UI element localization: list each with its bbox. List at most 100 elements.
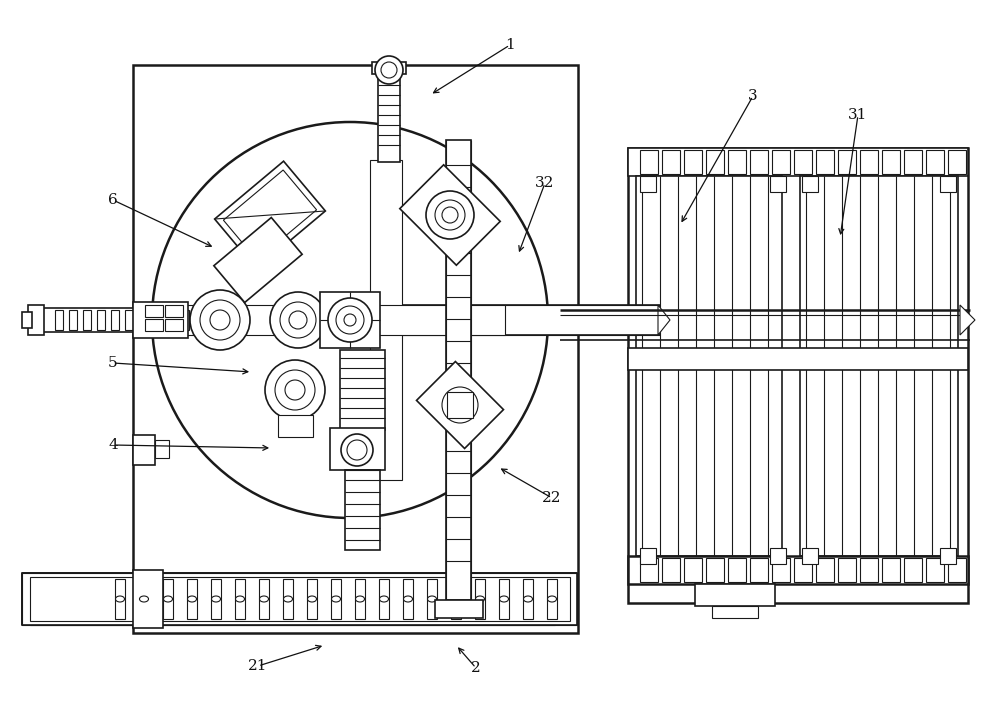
Text: 6: 6 xyxy=(108,193,118,207)
Ellipse shape xyxy=(116,596,124,602)
Ellipse shape xyxy=(188,596,196,602)
Bar xyxy=(636,176,782,556)
Bar xyxy=(155,440,169,458)
Circle shape xyxy=(336,306,364,334)
Circle shape xyxy=(265,360,325,420)
Bar xyxy=(283,579,293,619)
Ellipse shape xyxy=(332,596,340,602)
Bar xyxy=(355,579,365,619)
Text: 2: 2 xyxy=(471,661,481,675)
Bar xyxy=(139,579,149,619)
Bar xyxy=(320,292,380,348)
Bar xyxy=(350,305,660,335)
Bar xyxy=(640,548,656,564)
Bar xyxy=(547,579,557,619)
Ellipse shape xyxy=(164,596,173,602)
Bar xyxy=(940,548,956,564)
Text: 4: 4 xyxy=(108,438,118,452)
Bar xyxy=(211,579,221,619)
Bar xyxy=(133,435,155,465)
Polygon shape xyxy=(658,305,670,335)
Ellipse shape xyxy=(284,596,292,602)
Circle shape xyxy=(442,207,458,223)
Bar xyxy=(628,148,968,603)
Bar xyxy=(523,579,533,619)
Bar xyxy=(770,548,786,564)
Circle shape xyxy=(426,191,474,239)
Bar xyxy=(706,150,724,174)
Bar xyxy=(712,606,758,618)
Bar xyxy=(750,558,768,582)
Ellipse shape xyxy=(428,596,436,602)
Polygon shape xyxy=(215,161,325,269)
Bar xyxy=(750,150,768,174)
Ellipse shape xyxy=(236,596,244,602)
Bar xyxy=(794,558,812,582)
Bar xyxy=(770,176,786,192)
Polygon shape xyxy=(960,305,975,335)
Bar xyxy=(802,548,818,564)
Bar xyxy=(167,310,175,330)
Ellipse shape xyxy=(260,596,268,602)
Bar xyxy=(882,150,900,174)
Bar xyxy=(55,310,63,330)
Ellipse shape xyxy=(524,596,532,602)
Ellipse shape xyxy=(356,596,364,602)
Circle shape xyxy=(152,122,548,518)
Bar xyxy=(802,176,818,192)
Bar xyxy=(97,310,105,330)
Bar xyxy=(259,579,269,619)
Bar xyxy=(499,579,509,619)
Circle shape xyxy=(285,380,305,400)
Bar xyxy=(111,310,119,330)
Circle shape xyxy=(210,310,230,330)
Text: 32: 32 xyxy=(535,176,555,190)
Bar xyxy=(372,62,406,74)
Bar xyxy=(28,305,44,335)
Ellipse shape xyxy=(404,596,413,602)
Polygon shape xyxy=(214,217,302,302)
Bar xyxy=(22,312,32,328)
Text: 5: 5 xyxy=(108,356,118,370)
Bar xyxy=(948,558,966,582)
Bar xyxy=(115,579,125,619)
Bar xyxy=(706,558,724,582)
Bar xyxy=(278,415,313,437)
Bar xyxy=(794,150,812,174)
Ellipse shape xyxy=(308,596,316,602)
Circle shape xyxy=(328,298,372,342)
Bar xyxy=(69,310,77,330)
Bar xyxy=(446,140,471,600)
Bar xyxy=(926,150,944,174)
Bar xyxy=(728,150,746,174)
Bar xyxy=(427,579,437,619)
Bar xyxy=(684,558,702,582)
Bar xyxy=(640,176,656,192)
Bar xyxy=(235,579,245,619)
Bar xyxy=(882,558,900,582)
Bar xyxy=(904,558,922,582)
Bar xyxy=(340,350,385,430)
Circle shape xyxy=(280,302,316,338)
Bar xyxy=(662,558,680,582)
Ellipse shape xyxy=(452,596,460,602)
Bar xyxy=(926,558,944,582)
Bar xyxy=(145,319,163,331)
Circle shape xyxy=(442,387,478,423)
Circle shape xyxy=(375,56,403,84)
Bar xyxy=(378,67,400,162)
Polygon shape xyxy=(223,170,317,260)
Ellipse shape xyxy=(212,596,220,602)
Ellipse shape xyxy=(476,596,484,602)
Bar xyxy=(22,573,577,625)
Bar xyxy=(838,150,856,174)
Bar xyxy=(163,579,173,619)
Circle shape xyxy=(200,300,240,340)
Bar xyxy=(684,150,702,174)
Bar xyxy=(22,573,577,625)
Bar xyxy=(330,428,385,470)
Bar xyxy=(187,579,197,619)
Text: 31: 31 xyxy=(848,108,868,122)
Bar xyxy=(860,150,878,174)
Bar xyxy=(153,310,161,330)
